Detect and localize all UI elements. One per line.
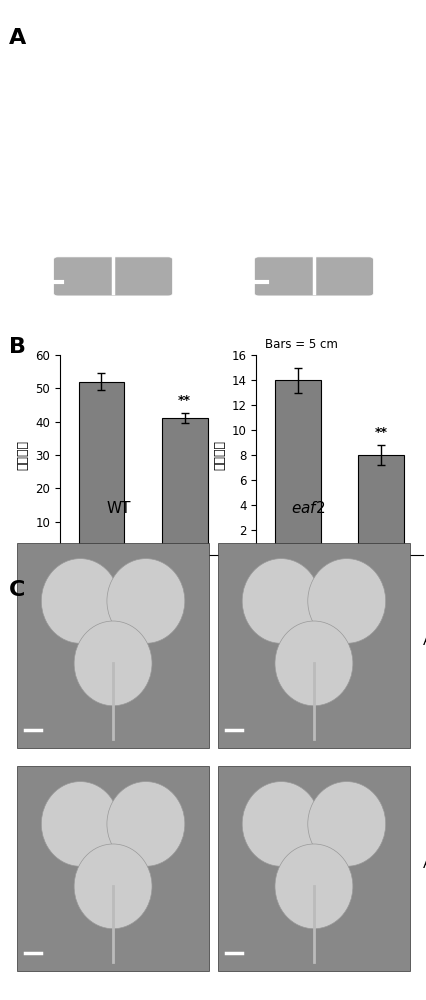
Circle shape bbox=[271, 53, 298, 71]
Circle shape bbox=[49, 58, 78, 77]
Circle shape bbox=[106, 559, 184, 643]
FancyBboxPatch shape bbox=[17, 543, 209, 748]
Text: Ab: Ab bbox=[422, 857, 426, 871]
Circle shape bbox=[139, 80, 168, 99]
Circle shape bbox=[74, 621, 152, 706]
Circle shape bbox=[307, 782, 385, 866]
Circle shape bbox=[242, 782, 320, 866]
Y-axis label: 开花时间: 开花时间 bbox=[17, 440, 29, 470]
Text: B: B bbox=[9, 337, 26, 357]
Circle shape bbox=[274, 844, 352, 929]
Text: **: ** bbox=[374, 426, 387, 439]
Bar bbox=[274, 380, 320, 555]
Circle shape bbox=[242, 559, 320, 643]
Circle shape bbox=[106, 782, 184, 866]
Text: C: C bbox=[9, 580, 25, 600]
Text: A: A bbox=[9, 28, 26, 48]
Text: WT: WT bbox=[107, 501, 131, 516]
FancyBboxPatch shape bbox=[217, 766, 409, 971]
Text: Ad: Ad bbox=[422, 634, 426, 648]
Bar bbox=[78, 382, 124, 555]
Circle shape bbox=[337, 97, 363, 116]
Circle shape bbox=[307, 559, 385, 643]
FancyBboxPatch shape bbox=[217, 543, 409, 748]
FancyBboxPatch shape bbox=[17, 766, 209, 971]
Text: Bars = 5 cm: Bars = 5 cm bbox=[264, 338, 337, 351]
FancyBboxPatch shape bbox=[54, 257, 172, 296]
Circle shape bbox=[41, 782, 119, 866]
Bar bbox=[161, 418, 207, 555]
Y-axis label: 开花节数: 开花节数 bbox=[213, 440, 225, 470]
Circle shape bbox=[337, 159, 363, 177]
Circle shape bbox=[131, 35, 160, 55]
Circle shape bbox=[74, 844, 152, 929]
Circle shape bbox=[274, 621, 352, 706]
Text: $\it{eaf2}$: $\it{eaf2}$ bbox=[290, 500, 324, 516]
Circle shape bbox=[58, 175, 86, 194]
Bar bbox=[357, 455, 403, 555]
Circle shape bbox=[41, 122, 70, 141]
Circle shape bbox=[255, 133, 282, 152]
Circle shape bbox=[41, 559, 119, 643]
Text: **: ** bbox=[178, 394, 191, 407]
Circle shape bbox=[259, 72, 286, 91]
FancyBboxPatch shape bbox=[254, 257, 372, 296]
Circle shape bbox=[147, 141, 176, 161]
